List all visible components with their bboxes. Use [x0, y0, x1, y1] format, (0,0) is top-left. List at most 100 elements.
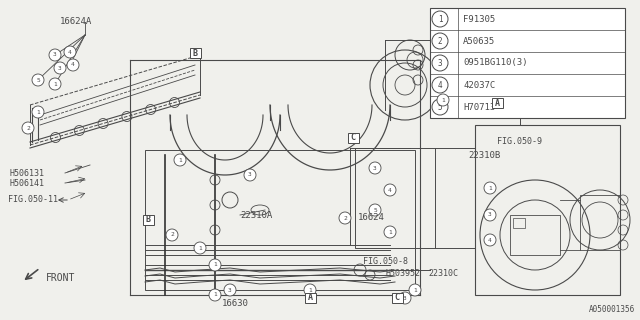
Bar [510, 215, 560, 255]
Text: B: B [145, 215, 150, 225]
Text: 1: 1 [53, 82, 57, 86]
Text: 1: 1 [178, 157, 182, 163]
Text: 22310C: 22310C [428, 269, 458, 278]
Circle shape [166, 229, 178, 241]
Circle shape [209, 289, 221, 301]
Text: 3: 3 [438, 59, 442, 68]
Text: 1: 1 [388, 229, 392, 235]
Text: 0951BG110(3): 0951BG110(3) [463, 59, 527, 68]
Text: H506141: H506141 [10, 179, 45, 188]
Text: 3: 3 [403, 295, 407, 300]
Circle shape [399, 292, 411, 304]
Text: 16624: 16624 [358, 213, 385, 222]
Text: 22310A: 22310A [240, 211, 272, 220]
Text: 22310B: 22310B [468, 150, 500, 159]
Circle shape [49, 78, 61, 90]
Text: 3: 3 [488, 212, 492, 218]
Text: 5: 5 [438, 102, 442, 111]
Bar [430, 8, 625, 118]
Bar [355, 148, 435, 248]
Text: FIG.050-11: FIG.050-11 [8, 196, 58, 204]
Text: 2: 2 [170, 233, 174, 237]
Circle shape [244, 169, 256, 181]
Text: 3: 3 [248, 172, 252, 178]
Text: 3: 3 [53, 52, 57, 58]
Circle shape [32, 74, 44, 86]
Bar [189, 48, 200, 58]
Text: 4: 4 [68, 50, 72, 54]
Bar [348, 133, 358, 143]
Circle shape [432, 11, 448, 27]
Bar [305, 293, 316, 303]
Circle shape [49, 49, 61, 61]
Text: 2: 2 [343, 215, 347, 220]
Text: 4: 4 [438, 81, 442, 90]
Text: H506131: H506131 [10, 169, 45, 178]
Text: 5: 5 [373, 207, 377, 212]
Circle shape [369, 204, 381, 216]
Text: A50635: A50635 [463, 36, 495, 45]
Circle shape [22, 122, 34, 134]
Bar [492, 98, 502, 108]
Circle shape [432, 77, 448, 93]
Bar [580, 195, 620, 250]
Circle shape [32, 106, 44, 118]
Text: FRONT: FRONT [46, 273, 76, 283]
Circle shape [339, 212, 351, 224]
Circle shape [432, 55, 448, 71]
Circle shape [432, 33, 448, 49]
Circle shape [384, 184, 396, 196]
Circle shape [409, 284, 421, 296]
Text: 4: 4 [388, 188, 392, 193]
Circle shape [384, 226, 396, 238]
Circle shape [484, 234, 496, 246]
Text: 1: 1 [308, 287, 312, 292]
Text: 3: 3 [58, 66, 62, 70]
Text: 1: 1 [441, 98, 445, 102]
Circle shape [194, 242, 206, 254]
Text: C: C [351, 133, 355, 142]
Text: A: A [307, 293, 312, 302]
Text: FIG.050-8: FIG.050-8 [363, 258, 408, 267]
Circle shape [67, 59, 79, 71]
Text: FIG.050-9: FIG.050-9 [497, 138, 542, 147]
Text: 42037C: 42037C [463, 81, 495, 90]
Bar [392, 293, 403, 303]
Bar [513, 218, 525, 228]
Text: 1: 1 [198, 245, 202, 251]
Circle shape [174, 154, 186, 166]
Text: 4: 4 [71, 62, 75, 68]
Text: 2: 2 [438, 36, 442, 45]
Circle shape [304, 284, 316, 296]
Text: 3: 3 [373, 165, 377, 171]
Circle shape [432, 99, 448, 115]
Text: B: B [193, 49, 198, 58]
Circle shape [224, 284, 236, 296]
Text: A: A [495, 99, 499, 108]
Text: H503952: H503952 [386, 269, 421, 278]
Bar [145, 150, 415, 290]
Text: 3: 3 [228, 287, 232, 292]
Text: 5: 5 [36, 77, 40, 83]
Bar [143, 215, 154, 225]
Text: A050001356: A050001356 [589, 305, 635, 314]
Circle shape [54, 62, 66, 74]
Text: 1: 1 [488, 186, 492, 190]
Text: C: C [394, 293, 399, 302]
Text: H70713: H70713 [463, 102, 495, 111]
Circle shape [484, 182, 496, 194]
Circle shape [437, 94, 449, 106]
Text: 16624A: 16624A [60, 18, 92, 27]
Circle shape [64, 46, 76, 58]
Text: 4: 4 [488, 237, 492, 243]
Text: F91305: F91305 [463, 14, 495, 23]
Text: 16630: 16630 [221, 299, 248, 308]
Text: 2: 2 [26, 125, 30, 131]
Text: 1: 1 [213, 292, 217, 298]
Circle shape [209, 259, 221, 271]
Text: 1: 1 [213, 262, 217, 268]
Circle shape [369, 162, 381, 174]
Text: 1: 1 [36, 109, 40, 115]
Circle shape [484, 209, 496, 221]
Bar [475, 125, 620, 295]
